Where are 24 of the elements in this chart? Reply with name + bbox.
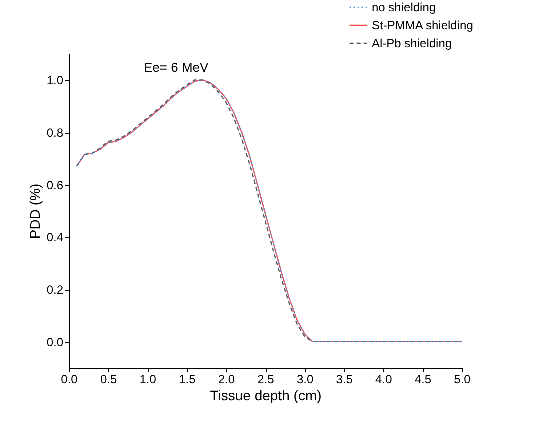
x-tick-label: 2.5 (258, 372, 275, 386)
y-tick-label: 0.2 (46, 283, 64, 297)
x-tick-label: 3.5 (336, 372, 354, 386)
x-tick-label: 0.0 (61, 372, 78, 386)
y-tick-label: 0.0 (46, 335, 64, 350)
legend-label: St-PMMA shielding (372, 18, 474, 32)
x-tick-label: 0.5 (100, 372, 118, 386)
y-tick-label: 1.0 (46, 74, 64, 88)
y-tick-label: 0.8 (46, 126, 64, 140)
x-tick-label: 2.0 (218, 372, 236, 386)
x-tick-label: 3.0 (296, 372, 314, 386)
y-tick-label: 0.6 (46, 178, 64, 192)
y-axis-title: PDD (%) (26, 184, 43, 240)
x-tick-label: 1.0 (140, 372, 157, 386)
legend-label: no shielding (372, 0, 436, 14)
x-tick-label: 1.5 (179, 372, 196, 386)
x-tick-label: 5.0 (454, 372, 472, 386)
line-series (76, 80, 463, 342)
legend-label: Al-Pb shielding (372, 36, 452, 50)
x-tick-label: 4.0 (376, 372, 393, 386)
x-tick-label: 4.5 (414, 372, 432, 386)
x-axis-title: Tissue depth (cm) (210, 388, 322, 404)
y-tick-label: 0.4 (46, 230, 64, 245)
annotation: Ee= 6 MeV (144, 60, 210, 75)
